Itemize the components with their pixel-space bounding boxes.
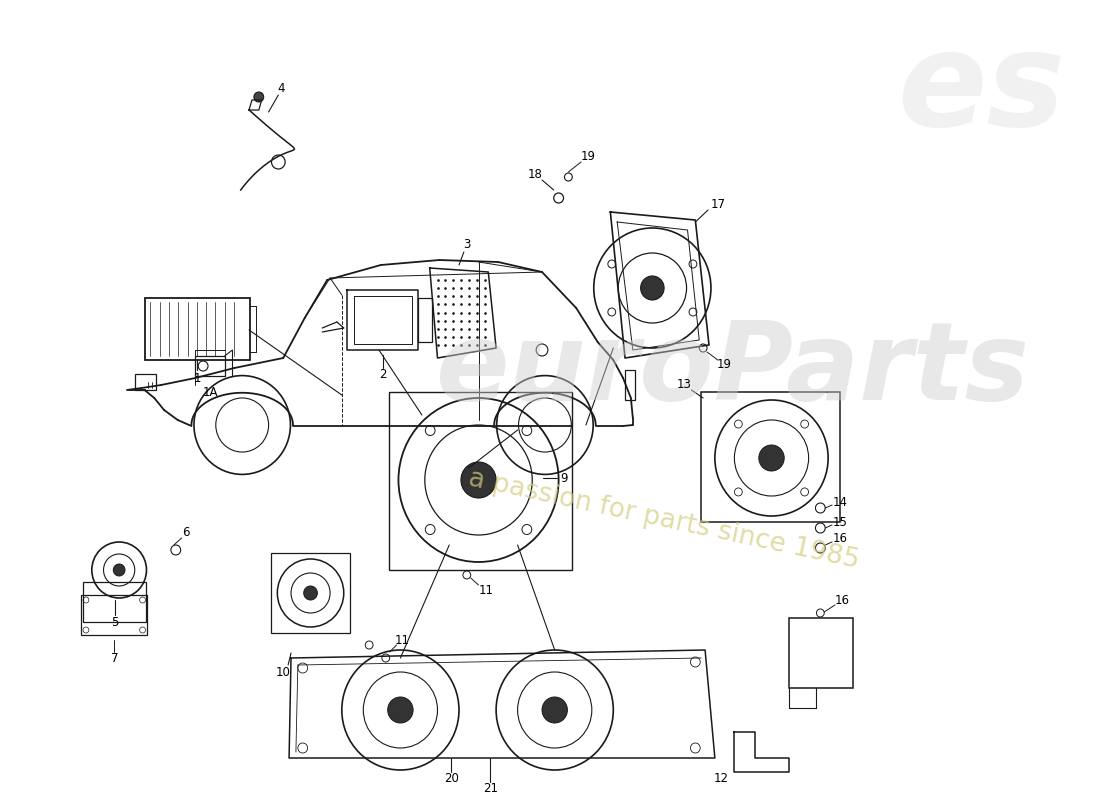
Text: 1A: 1A xyxy=(202,386,218,398)
Bar xyxy=(144,298,250,360)
Bar xyxy=(418,298,431,342)
Circle shape xyxy=(113,564,125,576)
Bar xyxy=(388,392,572,570)
Circle shape xyxy=(254,92,264,102)
Circle shape xyxy=(461,462,496,498)
Text: 16: 16 xyxy=(833,531,847,545)
Bar xyxy=(82,582,146,622)
Text: 21: 21 xyxy=(483,782,497,794)
Text: euroParts: euroParts xyxy=(436,317,1030,423)
Text: a passion for parts since 1985: a passion for parts since 1985 xyxy=(466,466,862,574)
Circle shape xyxy=(304,586,318,600)
Bar xyxy=(701,392,840,522)
Text: 15: 15 xyxy=(833,515,847,529)
Text: 5: 5 xyxy=(111,615,119,629)
Bar xyxy=(196,356,224,376)
Text: 19: 19 xyxy=(581,150,595,163)
Circle shape xyxy=(640,276,664,300)
Bar xyxy=(272,553,350,633)
Circle shape xyxy=(542,697,568,723)
Text: 2: 2 xyxy=(379,369,386,382)
Bar xyxy=(135,374,156,390)
Text: 20: 20 xyxy=(443,771,459,785)
Text: 11: 11 xyxy=(395,634,410,646)
Circle shape xyxy=(759,445,784,471)
Circle shape xyxy=(387,697,414,723)
Text: 10: 10 xyxy=(276,666,290,678)
Text: 6: 6 xyxy=(182,526,189,538)
Bar xyxy=(789,618,852,688)
Bar xyxy=(625,370,635,400)
Text: 18: 18 xyxy=(528,169,542,182)
Text: es: es xyxy=(898,26,1066,154)
Text: 16: 16 xyxy=(834,594,849,606)
Text: 19: 19 xyxy=(717,358,733,371)
Text: 11: 11 xyxy=(478,583,494,597)
Text: 4: 4 xyxy=(277,82,285,94)
Text: 3: 3 xyxy=(463,238,471,251)
Text: 12: 12 xyxy=(713,771,728,785)
Bar xyxy=(81,595,147,635)
Text: 17: 17 xyxy=(711,198,725,211)
Text: 13: 13 xyxy=(676,378,691,391)
Text: 9: 9 xyxy=(561,471,569,485)
Text: 1: 1 xyxy=(194,371,201,385)
Text: 14: 14 xyxy=(833,497,847,510)
Text: 7: 7 xyxy=(110,651,118,665)
